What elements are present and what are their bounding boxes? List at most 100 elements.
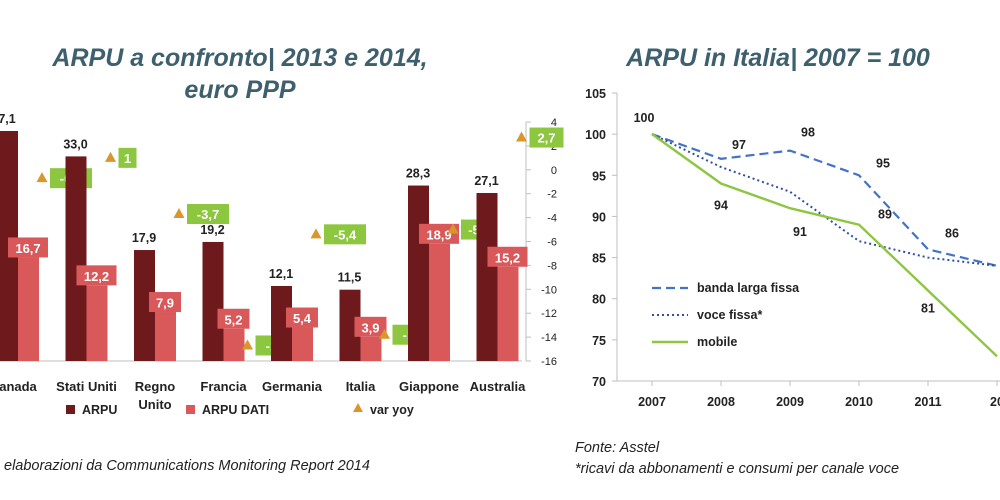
data-label: 86 bbox=[945, 226, 959, 240]
category-label: Francia bbox=[200, 379, 247, 394]
data-label: 97 bbox=[732, 138, 746, 152]
y-axis-tick-label: 70 bbox=[592, 375, 606, 389]
legend-label-arpu-dati: ARPU DATI bbox=[202, 403, 269, 417]
var-yoy-value-label: -5,4 bbox=[334, 227, 357, 242]
arpu-dati-label-box bbox=[8, 237, 48, 258]
category-label: Italia bbox=[346, 379, 376, 394]
y-axis-tick-label: 80 bbox=[592, 293, 606, 307]
arpu-dati-value-label: 12,2 bbox=[84, 269, 109, 284]
right-axis-tick-label: 4 bbox=[551, 117, 557, 129]
var-yoy-value-label: -5 bbox=[468, 223, 480, 238]
right-axis-tick-label: -8 bbox=[547, 260, 557, 272]
var-yoy-label-box bbox=[324, 224, 366, 245]
var-yoy-value-label: 1 bbox=[124, 151, 131, 166]
arpu-dati-bar bbox=[86, 285, 108, 361]
arpu-bar bbox=[202, 241, 224, 361]
arpu-dati-value-label: 16,7 bbox=[15, 241, 40, 256]
legend-label: banda larga fissa bbox=[697, 281, 800, 295]
var-yoy-label-box bbox=[187, 204, 229, 225]
right-axis-tick-label: -2 bbox=[547, 189, 557, 201]
arpu-bar bbox=[408, 185, 429, 361]
legend-label-arpu: ARPU bbox=[82, 403, 117, 417]
series-line bbox=[651, 133, 998, 267]
data-label: 89 bbox=[878, 208, 892, 222]
legend-swatch-arpu bbox=[66, 405, 75, 414]
var-yoy-value-label: -3,7 bbox=[197, 207, 219, 222]
data-label: 81 bbox=[921, 301, 935, 315]
arpu-value-label: 11,5 bbox=[338, 271, 362, 285]
var-yoy-label-box bbox=[118, 147, 137, 168]
arpu-bar bbox=[476, 192, 498, 361]
right-axis-tick-label: -14 bbox=[541, 332, 557, 344]
arpu-dati-label-box bbox=[487, 246, 528, 267]
category-label: Unito bbox=[138, 397, 171, 412]
arpu-value-label: 28,3 bbox=[406, 167, 430, 181]
x-axis-tick-label: 2009 bbox=[776, 395, 804, 409]
arpu-value-label: 17,9 bbox=[132, 231, 156, 245]
arpu-dati-label-box bbox=[149, 292, 181, 313]
right-axis-tick-label: -16 bbox=[541, 356, 557, 368]
arpu-dati-bar bbox=[360, 336, 382, 361]
y-axis-tick-label: 85 bbox=[592, 252, 606, 266]
data-label: 95 bbox=[876, 156, 890, 170]
legend-label: mobile bbox=[697, 335, 737, 349]
x-axis-tick-label: 20 bbox=[990, 395, 1000, 409]
category-label: Giappone bbox=[399, 379, 459, 394]
legend-swatch-arpu-dati bbox=[186, 405, 195, 414]
x-axis-tick-label: 2010 bbox=[845, 395, 873, 409]
x-axis-tick-label: 2011 bbox=[914, 395, 941, 409]
x-axis-tick-label: 2007 bbox=[638, 395, 666, 409]
arpu-bar bbox=[271, 285, 292, 361]
series-line bbox=[651, 133, 998, 358]
arpu-dati-value-label: 5,2 bbox=[224, 312, 242, 327]
category-label: Australia bbox=[470, 379, 526, 394]
y-axis-tick-label: 100 bbox=[585, 128, 606, 142]
var-yoy-marker bbox=[447, 223, 459, 234]
var-yoy-marker bbox=[310, 228, 322, 239]
category-label: Germania bbox=[262, 379, 323, 394]
var-yoy-marker bbox=[242, 339, 253, 350]
left-chart-subtitle: euro PPP bbox=[184, 76, 296, 104]
arpu-bar bbox=[339, 289, 361, 361]
legend-marker-var-yoy bbox=[353, 403, 363, 412]
y-axis-tick-label: 95 bbox=[592, 169, 606, 183]
arpu-dati-label-box bbox=[286, 307, 318, 328]
arpu-dati-value-label: 5,4 bbox=[293, 311, 312, 326]
right-axis-tick-label: -4 bbox=[547, 213, 557, 225]
right-axis-tick-label: 0 bbox=[551, 165, 557, 177]
arpu-dati-label-box bbox=[354, 316, 387, 337]
arpu-dati-bar bbox=[292, 327, 313, 361]
category-label: anada bbox=[0, 379, 38, 394]
left-chart-title-line1: ARPU a confronto| 2013 e 2014, bbox=[52, 44, 428, 72]
arpu-bar bbox=[134, 250, 155, 361]
arpu-dati-value-label: 15,2 bbox=[495, 250, 520, 265]
arpu-value-label: 12,1 bbox=[269, 267, 293, 281]
y-axis-tick-label: 75 bbox=[592, 334, 606, 348]
arpu-value-label: 7,1 bbox=[0, 112, 16, 126]
arpu-italia-line-chart: 105 100 95 90 85 80 75 70 2007 2008 2009 2010 2011 20… bbox=[585, 87, 1000, 409]
arpu-dati-label-box bbox=[217, 308, 250, 329]
legend-label: voce fissa* bbox=[697, 308, 762, 322]
y-axis-tick-label: 90 bbox=[592, 210, 606, 224]
left-source-note: elaborazioni da Communications Monitorin… bbox=[4, 458, 370, 474]
arpu-dati-value-label: 7,9 bbox=[156, 296, 174, 311]
right-source-note: Fonte: Asstel bbox=[575, 440, 660, 456]
var-yoy-marker bbox=[173, 208, 185, 219]
right-axis-tick-label: -6 bbox=[547, 237, 557, 249]
legend-label-var-yoy: var yoy bbox=[370, 403, 414, 417]
series-line bbox=[651, 133, 998, 267]
category-label: Stati Uniti bbox=[56, 379, 117, 394]
right-axis-tick-label: -10 bbox=[541, 284, 557, 296]
arpu-dati-bar bbox=[223, 328, 245, 361]
data-label: 94 bbox=[714, 199, 728, 213]
arpu-dati-value-label: 18,9 bbox=[426, 227, 451, 242]
arpu-dati-value-label: 3,9 bbox=[361, 320, 379, 335]
arpu-value-label: 19,2 bbox=[200, 223, 224, 237]
arpu-dati-bar bbox=[155, 312, 176, 361]
arpu-value-label: 27,1 bbox=[474, 174, 498, 188]
var-yoy-value-label: 2,7 bbox=[537, 131, 555, 146]
data-label: 98 bbox=[801, 126, 815, 140]
left-chart-title: ARPU a confronto| 2013 e 2014, euro PPP bbox=[20, 42, 460, 106]
var-yoy-label-box bbox=[529, 127, 564, 148]
